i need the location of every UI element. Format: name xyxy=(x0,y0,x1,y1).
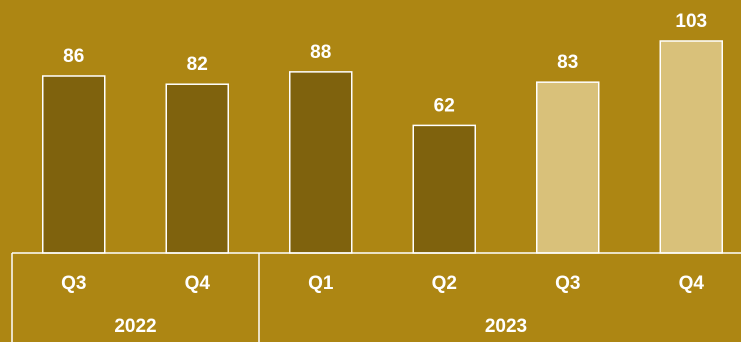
value-label-1: 82 xyxy=(187,54,208,75)
category-label-5: Q4 xyxy=(679,273,705,294)
bar-5 xyxy=(659,40,723,254)
category-label-4: Q3 xyxy=(555,273,580,294)
group-label-0: 2022 xyxy=(114,316,156,337)
group-label-1: 2023 xyxy=(485,316,527,337)
value-label-0: 86 xyxy=(63,46,84,67)
value-label-4: 83 xyxy=(557,52,578,73)
bars-layer xyxy=(42,40,723,254)
category-label-1: Q4 xyxy=(185,273,211,294)
bar-4 xyxy=(536,81,600,254)
bar-3 xyxy=(412,124,476,254)
category-label-0: Q3 xyxy=(61,273,86,294)
value-label-3: 62 xyxy=(434,95,455,116)
value-labels-layer: 86 82 88 62 83 103 xyxy=(63,11,707,116)
category-label-3: Q2 xyxy=(432,273,457,294)
value-label-2: 88 xyxy=(310,42,331,63)
category-axis: Q3 Q4 Q1 Q2 Q3 Q4 2022 2023 xyxy=(11,252,741,342)
bar-0 xyxy=(42,75,106,254)
bar-1 xyxy=(165,83,229,254)
bar-2 xyxy=(289,71,353,254)
category-label-2: Q1 xyxy=(308,273,334,294)
value-label-5: 103 xyxy=(675,11,707,32)
